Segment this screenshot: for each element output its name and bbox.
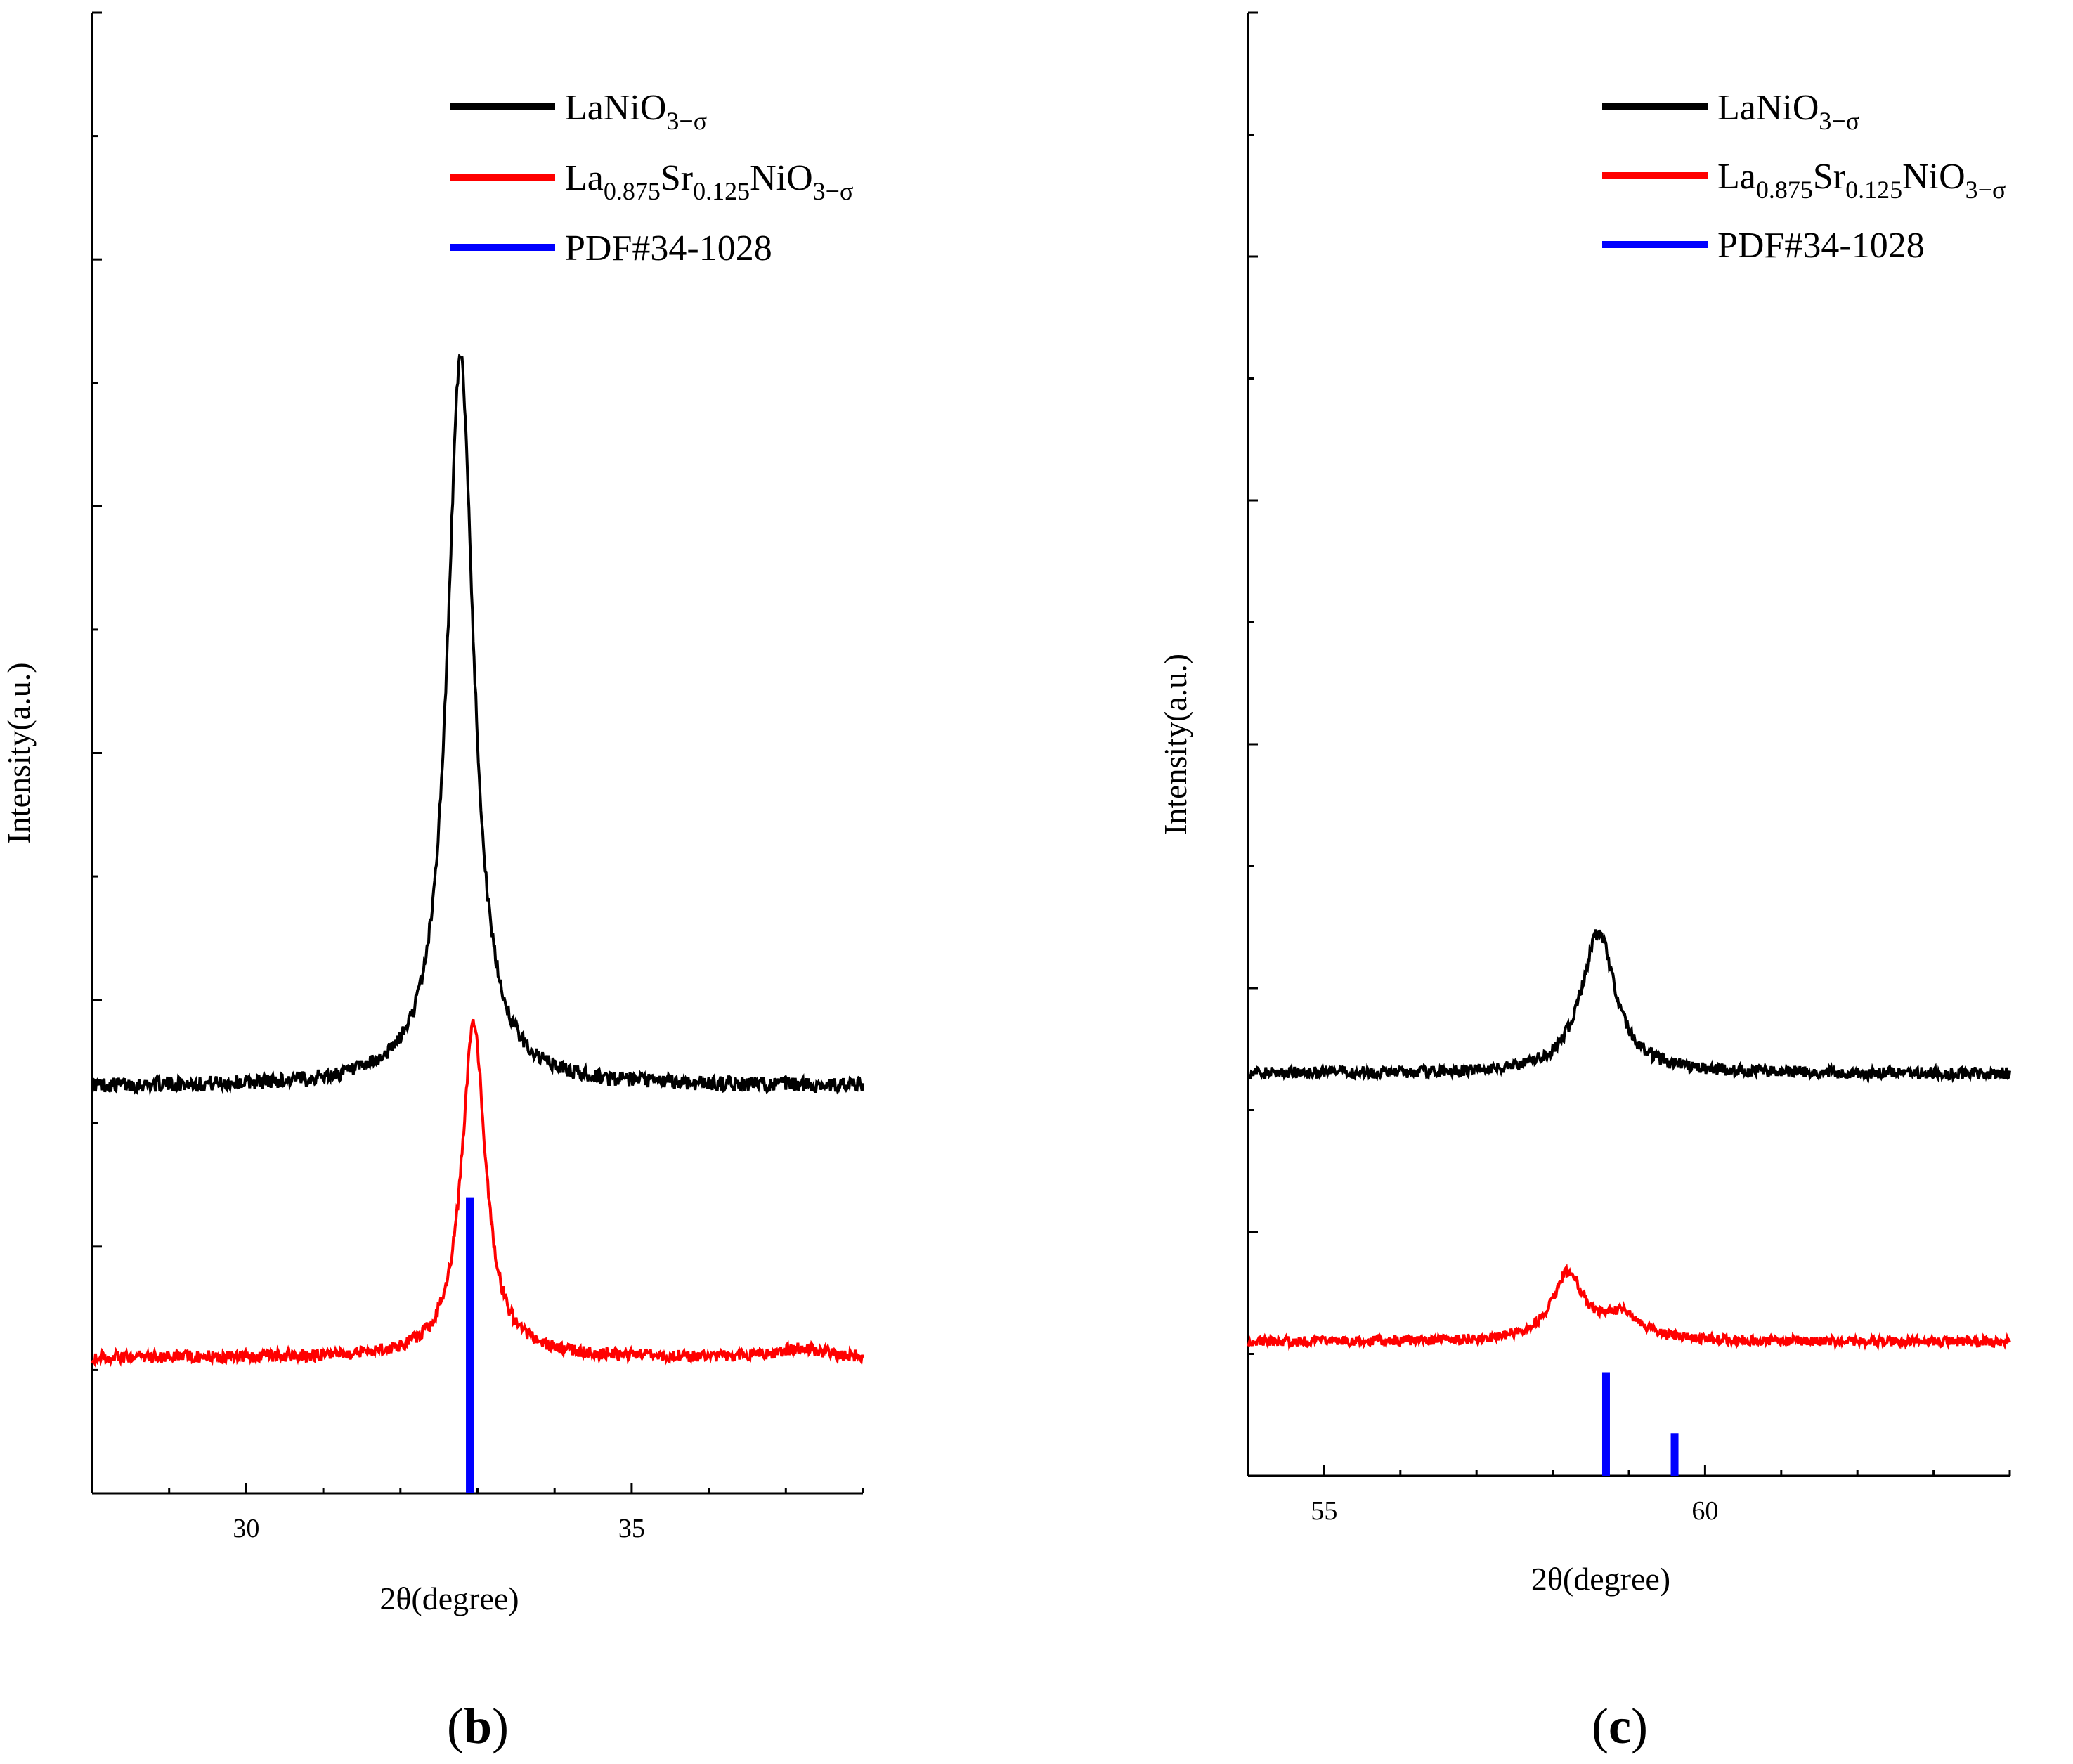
series-la0-875sr0-125nio3--line xyxy=(91,1018,864,1368)
x-tick-label: 30 xyxy=(233,1514,259,1543)
legend-label: La0.875Sr0.125NiO3−σ xyxy=(1717,157,2006,204)
legend-label: LaNiO3−σ xyxy=(565,88,707,135)
legend-label: LaNiO3−σ xyxy=(1717,88,1859,135)
panel-label: (b) xyxy=(447,1698,509,1754)
x-tick-label: 35 xyxy=(618,1514,645,1543)
y-axis-title: Intensity(a.u.) xyxy=(1,662,37,843)
chart-panel-c: 55 60 2θ(degree) Intensity(a.u.) LaNiO3−σ La0… xyxy=(1157,11,2011,1754)
x-tick-label: 60 xyxy=(1691,1496,1718,1526)
legend-label: PDF#34-1028 xyxy=(565,228,772,268)
legend-label: La0.875Sr0.125NiO3−σ xyxy=(565,158,853,205)
y-axis-title: Intensity(a.u.) xyxy=(1157,654,1193,835)
chart-panel-b: 30 35 2θ(degree) Intensity(a.u.) LaNiO3−σ La0… xyxy=(1,11,864,1754)
legend: LaNiO3−σ La0.875Sr0.125NiO3−σ PDF#34-1028 xyxy=(1602,88,2006,266)
x-tick-label: 55 xyxy=(1311,1496,1337,1526)
x-axis-title: 2θ(degree) xyxy=(379,1581,519,1616)
legend-label: PDF#34-1028 xyxy=(1717,226,1925,266)
series-lanio3--line xyxy=(1247,929,2011,1084)
series-lanio3--line xyxy=(91,353,864,1096)
legend: LaNiO3−σ La0.875Sr0.125NiO3−σ PDF#34-1028 xyxy=(450,88,853,268)
panel-label: (c) xyxy=(1592,1698,1648,1754)
x-axis-title: 2θ(degree) xyxy=(1531,1561,1670,1597)
series-la0-875sr0-125nio3--line xyxy=(1247,1263,2011,1351)
